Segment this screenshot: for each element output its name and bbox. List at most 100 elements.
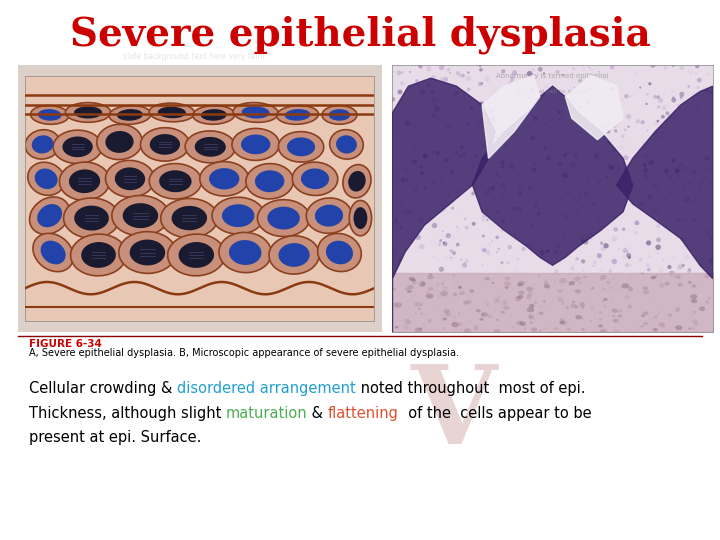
Ellipse shape: [446, 256, 448, 259]
Ellipse shape: [526, 273, 531, 276]
Ellipse shape: [455, 227, 461, 233]
Ellipse shape: [395, 326, 399, 329]
Ellipse shape: [614, 102, 617, 104]
Ellipse shape: [501, 160, 505, 165]
Ellipse shape: [580, 237, 584, 241]
Ellipse shape: [518, 127, 521, 130]
Ellipse shape: [585, 205, 587, 206]
Ellipse shape: [532, 168, 536, 172]
Ellipse shape: [710, 284, 713, 287]
Ellipse shape: [420, 171, 424, 174]
Ellipse shape: [495, 235, 499, 239]
Ellipse shape: [229, 240, 261, 265]
Ellipse shape: [413, 187, 418, 192]
Ellipse shape: [401, 71, 403, 73]
Ellipse shape: [606, 281, 611, 284]
Ellipse shape: [420, 165, 423, 168]
Ellipse shape: [301, 168, 329, 189]
Ellipse shape: [454, 280, 460, 286]
Ellipse shape: [462, 321, 464, 322]
Ellipse shape: [676, 238, 678, 239]
Ellipse shape: [639, 258, 642, 261]
Ellipse shape: [657, 105, 660, 109]
Ellipse shape: [654, 315, 657, 319]
Ellipse shape: [618, 310, 623, 313]
Ellipse shape: [523, 92, 528, 97]
Ellipse shape: [534, 305, 541, 310]
Ellipse shape: [671, 98, 676, 103]
Ellipse shape: [568, 281, 575, 286]
Ellipse shape: [642, 160, 643, 161]
Ellipse shape: [399, 211, 402, 213]
Ellipse shape: [598, 325, 603, 328]
Ellipse shape: [440, 209, 444, 213]
Ellipse shape: [53, 130, 102, 164]
Ellipse shape: [428, 319, 431, 323]
Text: Cellular crowding &: Cellular crowding &: [29, 381, 177, 396]
Ellipse shape: [622, 255, 626, 259]
Ellipse shape: [528, 315, 531, 317]
Ellipse shape: [510, 313, 511, 315]
Ellipse shape: [415, 281, 423, 286]
Ellipse shape: [459, 291, 465, 295]
Text: maturation: maturation: [226, 406, 307, 421]
Ellipse shape: [593, 261, 597, 265]
Ellipse shape: [493, 301, 495, 304]
Ellipse shape: [528, 277, 532, 280]
Ellipse shape: [501, 165, 504, 169]
Ellipse shape: [430, 239, 436, 245]
Ellipse shape: [449, 72, 451, 73]
Ellipse shape: [511, 79, 513, 82]
Ellipse shape: [539, 214, 542, 216]
Ellipse shape: [523, 144, 525, 146]
Ellipse shape: [592, 133, 596, 138]
Ellipse shape: [417, 124, 419, 125]
Ellipse shape: [410, 116, 415, 120]
Ellipse shape: [591, 287, 595, 289]
Ellipse shape: [432, 180, 436, 185]
Ellipse shape: [663, 65, 667, 70]
Text: FIGURE 6-34: FIGURE 6-34: [29, 339, 102, 349]
Ellipse shape: [634, 287, 636, 291]
Ellipse shape: [557, 296, 562, 302]
Ellipse shape: [558, 111, 561, 114]
Ellipse shape: [478, 82, 482, 86]
Ellipse shape: [695, 64, 699, 69]
Ellipse shape: [462, 299, 465, 301]
Ellipse shape: [622, 154, 626, 159]
Ellipse shape: [491, 286, 493, 289]
Ellipse shape: [343, 165, 371, 198]
Ellipse shape: [641, 120, 644, 124]
Ellipse shape: [443, 241, 448, 246]
Ellipse shape: [596, 218, 600, 221]
Ellipse shape: [511, 326, 513, 329]
Polygon shape: [392, 78, 495, 332]
Ellipse shape: [554, 195, 559, 200]
Ellipse shape: [456, 226, 458, 227]
Ellipse shape: [546, 155, 552, 160]
Ellipse shape: [607, 141, 611, 145]
Ellipse shape: [32, 136, 53, 153]
Ellipse shape: [626, 114, 631, 119]
Ellipse shape: [688, 69, 693, 75]
Ellipse shape: [688, 85, 690, 87]
Ellipse shape: [545, 176, 547, 178]
Ellipse shape: [709, 153, 713, 157]
Ellipse shape: [473, 325, 479, 330]
Ellipse shape: [694, 198, 698, 201]
Ellipse shape: [539, 312, 544, 315]
Ellipse shape: [435, 118, 439, 122]
Ellipse shape: [407, 321, 411, 324]
Ellipse shape: [672, 64, 675, 68]
Ellipse shape: [517, 186, 523, 191]
Ellipse shape: [687, 269, 691, 273]
Ellipse shape: [688, 307, 690, 308]
Ellipse shape: [440, 314, 445, 319]
Ellipse shape: [703, 299, 706, 301]
Ellipse shape: [459, 76, 461, 77]
Ellipse shape: [692, 326, 696, 330]
Ellipse shape: [431, 150, 434, 153]
Ellipse shape: [392, 70, 396, 73]
Ellipse shape: [392, 287, 396, 291]
Ellipse shape: [526, 307, 530, 312]
